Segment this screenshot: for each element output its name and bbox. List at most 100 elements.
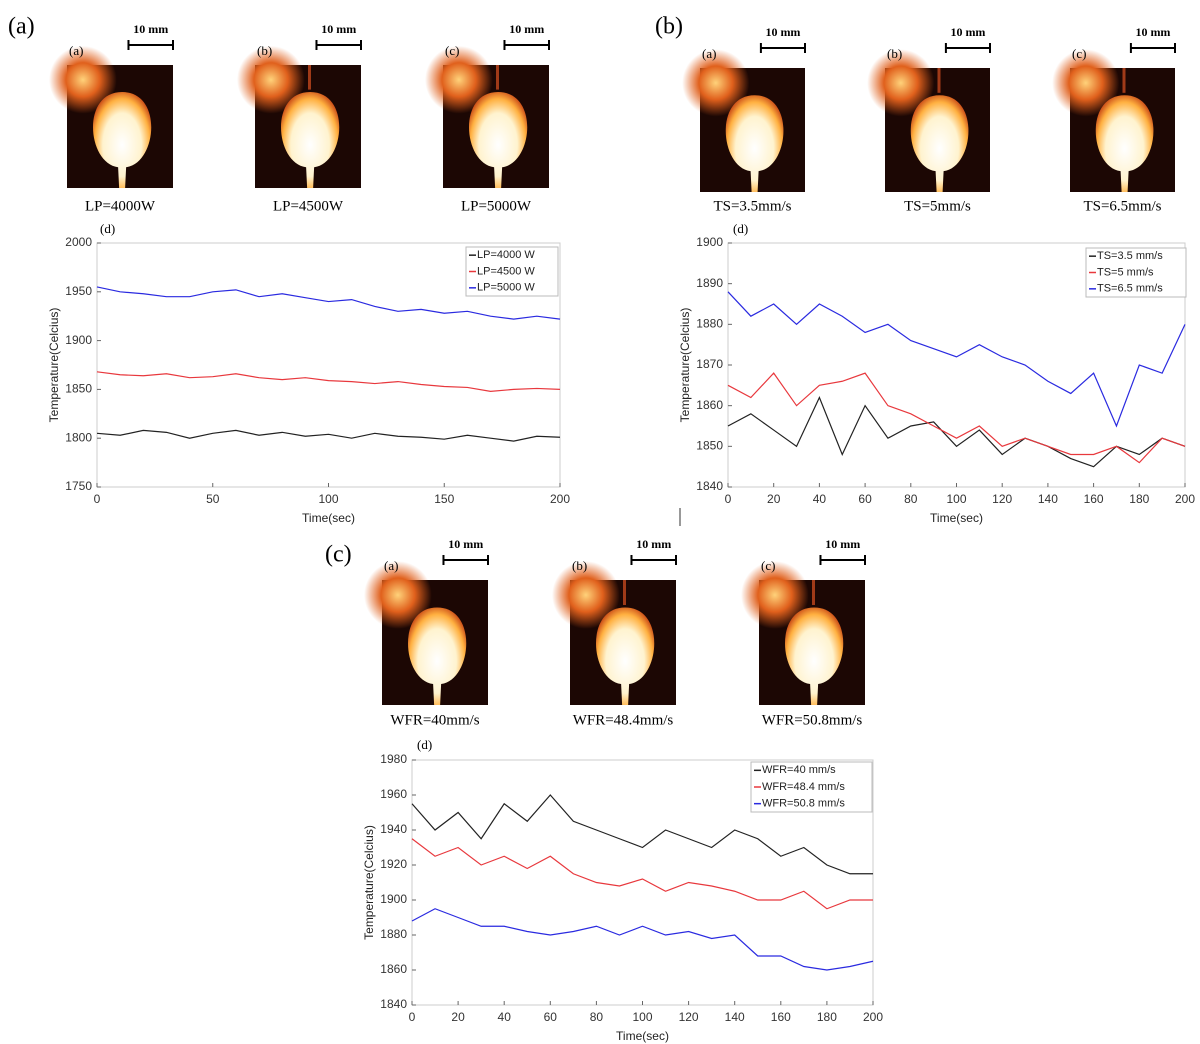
flame (92, 92, 152, 188)
y-tick-label: 1800 (65, 430, 92, 444)
series-line (411, 838, 873, 910)
series-line (96, 286, 561, 320)
scale-bar (944, 43, 991, 53)
flame (784, 607, 844, 705)
flame (725, 95, 784, 192)
y-tick-label: 1900 (696, 235, 723, 249)
melt-pool-image (740, 561, 865, 705)
y-tick-label: 1860 (696, 398, 723, 412)
scale-bar (819, 555, 866, 565)
image-glow (867, 49, 935, 117)
scale-bar (442, 555, 489, 565)
image-glow (48, 45, 117, 114)
x-tick-label: 20 (451, 1010, 465, 1024)
x-tick-label: 180 (817, 1010, 837, 1024)
x-tick-label: 150 (434, 492, 454, 506)
x-tick-label: 40 (813, 492, 827, 506)
series-line (727, 396, 1186, 468)
image-caption: LP=4000W (85, 198, 156, 214)
melt-pool-image (867, 49, 990, 192)
legend-label: WFR=40 mm/s (762, 764, 836, 776)
image-label: (b) (887, 46, 902, 61)
melt-pool-image (682, 49, 805, 192)
legend-label: TS=3.5 mm/s (1097, 250, 1163, 262)
y-axis-label: Temperature(Celcius) (362, 825, 376, 940)
melt-pool-image (48, 45, 173, 188)
scale-bar (127, 40, 174, 50)
scale-label: 10 mm (321, 22, 356, 36)
melt-pool-image (236, 45, 361, 188)
series-line (96, 429, 561, 442)
scale-label: 10 mm (765, 25, 800, 39)
y-tick-label: 1900 (65, 333, 92, 347)
melt-pool-image (551, 561, 676, 705)
subplot-label: (d) (100, 221, 115, 236)
legend-label: LP=5000 W (477, 282, 535, 294)
legend-box (750, 761, 873, 813)
image-streak (308, 65, 311, 90)
x-tick-label: 0 (94, 492, 101, 506)
y-tick-label: 2000 (65, 235, 92, 249)
image-streak (812, 580, 815, 605)
series-line (411, 908, 874, 971)
image-caption: LP=4500W (273, 198, 344, 214)
image-streak (623, 580, 626, 605)
x-tick-label: 120 (679, 1010, 699, 1024)
x-tick-label: 200 (1175, 492, 1195, 506)
scale-label: 10 mm (1135, 25, 1170, 39)
y-tick-label: 1980 (380, 752, 407, 766)
legend-label: TS=6.5 mm/s (1097, 283, 1163, 295)
x-tick-label: 160 (1084, 492, 1104, 506)
x-tick-label: 140 (1038, 492, 1058, 506)
image-glow (236, 45, 305, 114)
x-tick-label: 0 (409, 1010, 416, 1024)
image-glow (682, 49, 750, 117)
series-line (96, 371, 561, 392)
image-caption: WFR=48.4mm/s (573, 712, 674, 728)
x-axis-label: Time(sec) (930, 511, 983, 525)
scale-label: 10 mm (509, 22, 544, 36)
melt-pool-image (1052, 49, 1175, 192)
series-line (411, 794, 873, 875)
flame (1095, 95, 1154, 192)
image-label: (a) (384, 558, 398, 573)
y-axis-label: Temperature(Celcius) (678, 308, 692, 423)
scale-bar (1129, 43, 1176, 53)
legend-label: WFR=48.4 mm/s (762, 781, 845, 793)
series-line (727, 372, 1186, 464)
y-tick-label: 1940 (380, 822, 407, 836)
panel-label: (b) (655, 14, 683, 40)
scale-label: 10 mm (825, 537, 860, 551)
panel-label: (a) (8, 14, 35, 40)
legend-box (1085, 247, 1187, 298)
y-tick-label: 1960 (380, 787, 407, 801)
scale-label: 10 mm (133, 22, 168, 36)
x-tick-label: 100 (318, 492, 338, 506)
x-tick-label: 20 (767, 492, 781, 506)
legend-label: TS=5 mm/s (1097, 266, 1154, 278)
image-label: (c) (1072, 46, 1086, 61)
x-axis-label: Time(sec) (616, 1029, 669, 1043)
melt-pool-image (424, 45, 549, 188)
y-axis-label: Temperature(Celcius) (47, 308, 61, 423)
image-glow (363, 561, 432, 629)
x-tick-label: 80 (590, 1010, 604, 1024)
image-streak (1122, 68, 1126, 93)
image-label: (a) (69, 43, 83, 58)
image-caption: TS=3.5mm/s (713, 198, 791, 214)
x-tick-label: 160 (771, 1010, 791, 1024)
scale-label: 10 mm (636, 537, 671, 551)
image-caption: TS=6.5mm/s (1083, 198, 1161, 214)
y-tick-label: 1890 (696, 276, 723, 290)
scale-bar (503, 40, 550, 50)
melt-pool-image (363, 561, 488, 705)
x-tick-label: 100 (632, 1010, 652, 1024)
subplot-label: (d) (417, 737, 432, 752)
x-tick-label: 40 (498, 1010, 512, 1024)
flame (910, 95, 969, 192)
x-tick-label: 100 (946, 492, 966, 506)
image-glow (740, 561, 809, 629)
x-tick-label: 50 (206, 492, 220, 506)
scale-label: 10 mm (448, 537, 483, 551)
